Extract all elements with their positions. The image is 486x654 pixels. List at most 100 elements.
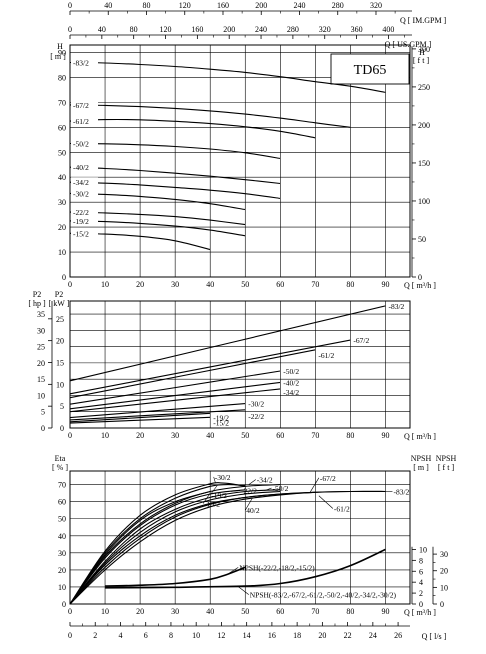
usgpm-axis-label: Q [ US.GPM ] <box>385 40 432 49</box>
model-label: TD65 <box>354 63 387 78</box>
eta-curve-label: -34/2 <box>257 476 273 485</box>
power-x-tick-label: 70 <box>311 431 319 440</box>
head-y-tick-label: 20 <box>58 223 66 232</box>
head-ft-tick-label: 200 <box>418 121 430 130</box>
eta-curve-label: -50/2 <box>273 484 289 493</box>
eta-curve-label: -15/2 <box>204 499 220 508</box>
eta-leader-line <box>318 495 334 509</box>
head-label-bg <box>71 207 98 217</box>
power-x-tick-label: 90 <box>381 431 389 440</box>
eta-x-tick-label: 90 <box>381 607 389 616</box>
eta-x-tick-label: 40 <box>206 607 214 616</box>
eta-y-tick-label: 60 <box>58 498 66 507</box>
npsh-m-tick-label: 2 <box>419 589 423 598</box>
eta-curve-8 <box>69 491 316 605</box>
head-ft-tick-label: 150 <box>418 159 430 168</box>
head-curve-192 <box>69 220 246 237</box>
eta-y-tick-label: 40 <box>58 532 66 541</box>
eta-leader-line <box>264 487 272 491</box>
head-curve-342 <box>69 181 281 199</box>
eta-x-tick-label: 0 <box>68 607 72 616</box>
eta-curve-4 <box>69 489 246 605</box>
power-x-axis-label: Q [ m³/h ] <box>404 432 436 441</box>
head-label-bg <box>71 116 98 126</box>
npsh-ft-tick-label: 30 <box>440 550 448 559</box>
ls-tick-label: 14 <box>243 631 251 640</box>
head-y-tick-label: 70 <box>58 98 66 107</box>
usgpm-tick-label: 400 <box>382 25 394 34</box>
head-curve-672 <box>69 104 351 128</box>
eta-curve-label: -83/2 <box>393 487 409 496</box>
power-curve-612 <box>69 349 316 399</box>
ls-tick-label: 0 <box>68 631 72 640</box>
head-curve-label: -50/2 <box>73 140 89 149</box>
power-curve-302 <box>69 403 246 419</box>
head-y-tick-label: 10 <box>58 248 66 257</box>
imgpm-tick-label: 40 <box>104 1 112 10</box>
power-curve-label: -83/2 <box>388 302 404 311</box>
head-curve-832 <box>69 61 386 93</box>
head-curve-label: -40/2 <box>73 163 89 172</box>
power-hp-tick-label: 0 <box>41 424 45 433</box>
usgpm-tick-label: 360 <box>351 25 363 34</box>
eta-curve-label: -61/2 <box>334 505 350 514</box>
head-y-tick-label: 90 <box>58 48 66 57</box>
power-curve-832 <box>69 305 386 382</box>
head-x-axis-label: Q [ m³/h ] <box>404 281 436 290</box>
head-y-tick-label: 60 <box>58 123 66 132</box>
eta-y-tick-label: 30 <box>58 549 66 558</box>
npsh-m-tick-label: 0 <box>419 600 423 609</box>
npsh-leader-line <box>238 586 249 595</box>
power-curve-label: -61/2 <box>318 351 334 360</box>
power-curve-192 <box>69 412 211 423</box>
head-curve-302 <box>69 192 246 211</box>
power-kw-tick-label: 5 <box>60 402 64 411</box>
head-curve-402 <box>69 166 281 185</box>
ls-tick-label: 2 <box>93 631 97 640</box>
ls-tick-label: 16 <box>268 631 276 640</box>
ls-tick-label: 24 <box>369 631 377 640</box>
npsh-curve-label: NPSH(-22/2,-18/2,-15/2) <box>239 563 315 572</box>
power-curve-152 <box>69 416 211 424</box>
head-label-bg <box>71 177 98 187</box>
npsh-m-axis-label: NPSH <box>411 454 432 463</box>
eta-y-tick-label: 10 <box>58 583 66 592</box>
eta-leader-line <box>309 477 320 493</box>
head-curve-label: -30/2 <box>73 189 89 198</box>
usgpm-tick-label: 40 <box>98 25 106 34</box>
npsh-m-tick-label: 6 <box>419 567 423 576</box>
npsh-leader-line <box>227 567 239 575</box>
npsh-m-tick-label: 4 <box>419 578 423 587</box>
head-ft-tick-label: 250 <box>418 83 430 92</box>
power-curve-672 <box>69 339 351 395</box>
head-label-bg <box>71 138 98 148</box>
ls-tick-label: 8 <box>169 631 173 640</box>
eta-leader-line <box>202 492 211 504</box>
power-kw-tick-label: 20 <box>56 337 64 346</box>
npsh-ft-tick-label: 20 <box>440 567 448 576</box>
usgpm-tick-label: 80 <box>130 25 138 34</box>
eta-x-axis-label: Q [ m³/h ] <box>404 608 436 617</box>
power-hp-tick-label: 15 <box>37 375 45 384</box>
power-x-tick-label: 0 <box>68 431 72 440</box>
eta-y-axis-unit: [ % ] <box>52 463 68 472</box>
eta-curve-label: -22/2 <box>241 487 257 496</box>
head-label-bg <box>71 57 98 67</box>
head-label-bg <box>71 215 98 225</box>
eta-leader-line <box>244 498 253 511</box>
imgpm-tick-label: 120 <box>179 1 191 10</box>
eta-y-axis-label: Eta <box>55 454 66 463</box>
npsh-ft-tick-label: 0 <box>440 600 444 609</box>
usgpm-tick-label: 200 <box>223 25 235 34</box>
ls-tick-label: 18 <box>293 631 301 640</box>
power-x-tick-label: 10 <box>101 431 109 440</box>
eta-leader-line <box>209 485 218 496</box>
head-x-tick-label: 20 <box>136 280 144 289</box>
power-curve-label: -34/2 <box>283 388 299 397</box>
power-curve-label: -22/2 <box>248 412 264 421</box>
head-label-bg <box>71 162 98 172</box>
head-curve-label: -67/2 <box>73 101 89 110</box>
npsh-ft-tick-label: 10 <box>440 583 448 592</box>
ls-axis-label: Q [ l/s ] <box>422 632 447 641</box>
head-curve-label: -22/2 <box>73 208 89 217</box>
